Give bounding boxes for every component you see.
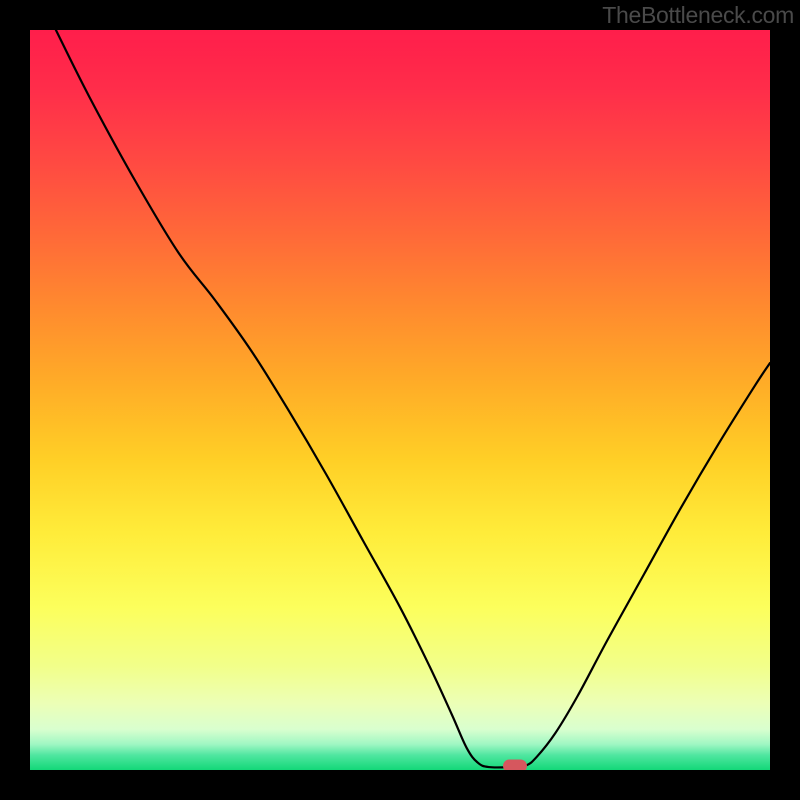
watermark-text: TheBottleneck.com bbox=[602, 2, 794, 29]
optimal-point-marker bbox=[503, 760, 527, 770]
chart-frame: TheBottleneck.com bbox=[0, 0, 800, 800]
bottleneck-curve bbox=[30, 30, 770, 770]
plot-area bbox=[30, 30, 770, 770]
